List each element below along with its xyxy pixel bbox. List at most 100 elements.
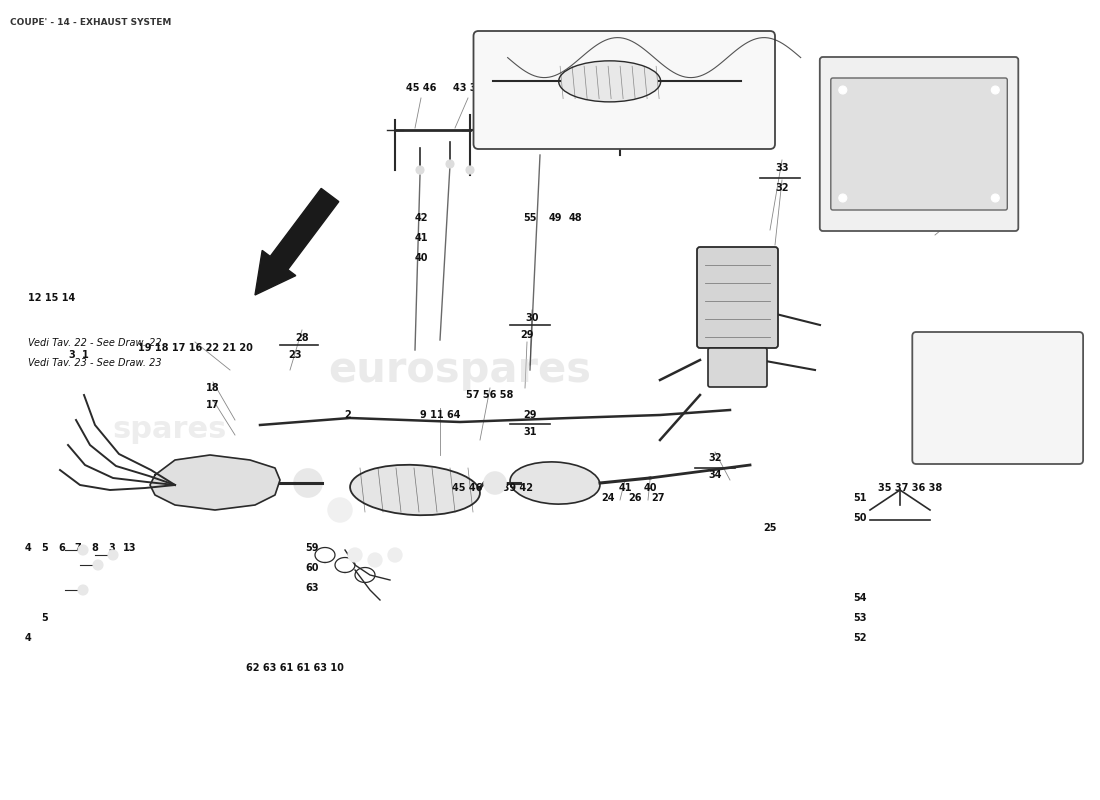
Text: 29: 29	[520, 330, 534, 340]
Text: 41: 41	[618, 483, 631, 493]
Text: 18: 18	[206, 383, 220, 393]
Text: 4: 4	[24, 543, 32, 553]
Text: SEE DRAW.109: SEE DRAW.109	[958, 400, 1037, 409]
Circle shape	[839, 194, 847, 202]
Text: 17: 17	[207, 400, 220, 410]
FancyBboxPatch shape	[820, 57, 1019, 231]
Text: 53: 53	[854, 613, 867, 623]
Text: 63: 63	[306, 583, 319, 593]
Text: 12 15 14: 12 15 14	[29, 293, 76, 303]
Text: 25: 25	[763, 523, 777, 533]
Text: spares: spares	[113, 415, 228, 445]
Text: 5: 5	[42, 613, 48, 623]
Text: 32: 32	[776, 183, 789, 193]
Text: 23: 23	[288, 350, 301, 360]
Text: 7: 7	[75, 543, 81, 553]
Circle shape	[368, 553, 382, 567]
Text: 54: 54	[854, 593, 867, 603]
Ellipse shape	[350, 465, 480, 515]
Text: 1: 1	[81, 350, 88, 360]
Circle shape	[328, 498, 352, 522]
Text: 41: 41	[415, 233, 428, 243]
Text: 52: 52	[854, 633, 867, 643]
Text: 3: 3	[109, 543, 116, 553]
Circle shape	[388, 548, 401, 562]
Text: Vedi Tav. 23 - See Draw. 23: Vedi Tav. 23 - See Draw. 23	[28, 358, 162, 368]
Text: calore scarichi: calore scarichi	[964, 359, 1032, 368]
Text: 30: 30	[526, 313, 539, 323]
Circle shape	[446, 160, 454, 168]
Circle shape	[991, 86, 999, 94]
Ellipse shape	[510, 462, 600, 504]
Text: 43 39: 43 39	[453, 83, 483, 93]
Circle shape	[108, 550, 118, 560]
FancyArrow shape	[255, 188, 339, 295]
Text: 34: 34	[708, 470, 722, 480]
Text: 33: 33	[776, 163, 789, 173]
Text: 26: 26	[628, 493, 641, 503]
Ellipse shape	[559, 61, 661, 102]
Text: 37: 37	[968, 183, 981, 193]
Text: 40: 40	[644, 483, 657, 493]
Text: 45 46: 45 46	[406, 83, 437, 93]
FancyBboxPatch shape	[912, 332, 1084, 464]
Text: 42: 42	[415, 213, 428, 223]
Text: 38: 38	[968, 163, 982, 173]
Text: 29: 29	[524, 410, 537, 420]
Text: for exhaust: for exhaust	[970, 414, 1025, 422]
Text: 6: 6	[58, 543, 65, 553]
Text: 27: 27	[651, 493, 664, 503]
Text: 2: 2	[344, 410, 351, 420]
Text: 59: 59	[306, 543, 319, 553]
Circle shape	[348, 548, 362, 562]
Text: 32: 32	[708, 453, 722, 463]
Text: 19 18 17 16 22 21 20: 19 18 17 16 22 21 20	[138, 343, 252, 353]
Text: 48: 48	[569, 213, 582, 223]
Text: eurospares: eurospares	[329, 349, 592, 391]
Circle shape	[78, 545, 88, 555]
Text: 28: 28	[295, 333, 309, 343]
Text: COUPE' - 14 - EXHAUST SYSTEM: COUPE' - 14 - EXHAUST SYSTEM	[10, 18, 172, 27]
Text: 13: 13	[123, 543, 136, 553]
Text: 4: 4	[24, 633, 32, 643]
Text: heat shields: heat shields	[969, 427, 1026, 436]
Circle shape	[991, 194, 999, 202]
Text: 45 46 44 39 42: 45 46 44 39 42	[451, 483, 532, 493]
Circle shape	[94, 560, 103, 570]
Text: 62 63 61 61 63 10: 62 63 61 61 63 10	[246, 663, 344, 673]
Circle shape	[416, 166, 424, 174]
Polygon shape	[150, 455, 280, 510]
Text: 8: 8	[91, 543, 98, 553]
Circle shape	[484, 472, 506, 494]
Text: AUS - J: AUS - J	[895, 210, 943, 222]
Text: 49: 49	[548, 213, 562, 223]
Text: 3: 3	[68, 350, 76, 360]
Text: 40: 40	[415, 253, 428, 263]
Text: 57 56 58: 57 56 58	[466, 390, 514, 400]
Circle shape	[839, 86, 847, 94]
Text: 36: 36	[968, 203, 981, 213]
FancyBboxPatch shape	[473, 31, 776, 149]
FancyBboxPatch shape	[708, 348, 767, 387]
Text: 24: 24	[602, 493, 615, 503]
FancyBboxPatch shape	[830, 78, 1008, 210]
Text: 50: 50	[854, 513, 867, 523]
Text: 55: 55	[524, 213, 537, 223]
Text: Valid till ... see description: Valid till ... see description	[544, 109, 704, 119]
Text: Vale fino ... vedi descrizione: Vale fino ... vedi descrizione	[541, 125, 707, 135]
Text: 60: 60	[306, 563, 319, 573]
Text: 5: 5	[42, 543, 48, 553]
Text: 31: 31	[524, 427, 537, 437]
Text: 47: 47	[573, 83, 586, 93]
Text: Vedi Tav. 22 - See Draw. 22: Vedi Tav. 22 - See Draw. 22	[28, 338, 162, 348]
Circle shape	[78, 585, 88, 595]
Text: VEDI TAV. 109: VEDI TAV. 109	[960, 373, 1035, 382]
FancyBboxPatch shape	[697, 247, 778, 348]
Text: 9 11 64: 9 11 64	[420, 410, 460, 420]
Circle shape	[294, 469, 322, 497]
Circle shape	[466, 166, 474, 174]
Text: 35 37 36 38: 35 37 36 38	[878, 483, 942, 493]
Text: 51: 51	[854, 493, 867, 503]
Text: Per i ripari: Per i ripari	[974, 346, 1022, 354]
Text: 35: 35	[968, 143, 981, 153]
